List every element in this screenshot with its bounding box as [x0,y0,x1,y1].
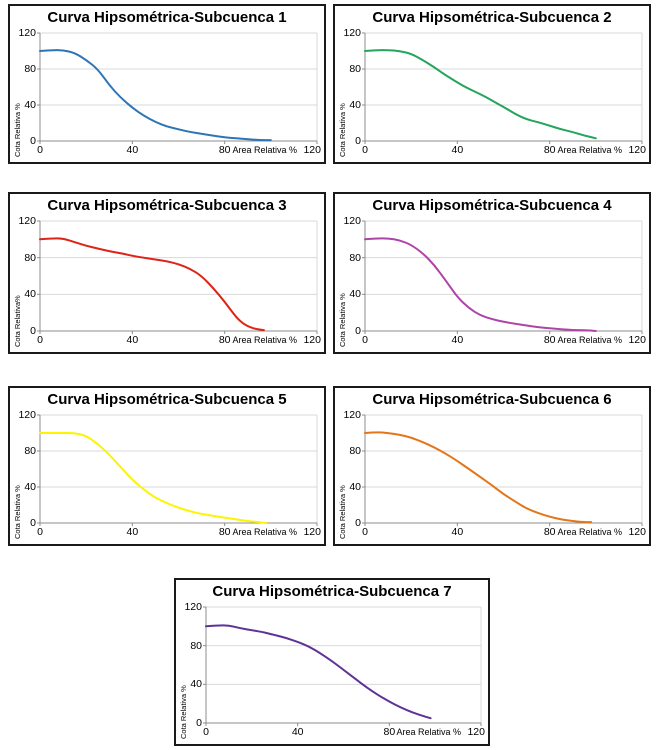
y-tick-label: 80 [190,639,202,652]
x-axis-title: Area Relativa % [232,335,297,345]
y-tick-label: 40 [349,98,361,111]
x-tick-label: 80 [218,144,231,156]
x-tick-label: 120 [628,144,646,156]
x-tick-label: 40 [126,334,139,346]
x-tick-label: 120 [303,334,321,346]
plot-area [362,32,643,144]
y-tick-label: 40 [24,288,36,301]
plot-area [37,220,318,334]
chart-subcuenca-2: Curva Hipsométrica-Subcuenca 2 Cota Rela… [333,4,651,164]
y-tick-label: 40 [24,98,36,111]
y-tick-label: 0 [196,716,202,729]
y-tick-label: 80 [24,62,36,75]
plot-area [203,606,482,726]
y-tick-label: 0 [355,134,361,147]
x-tick-label: 80 [543,144,556,156]
plot-area [37,32,318,144]
x-tick-label: 0 [362,526,368,538]
x-tick-label: 80 [218,334,231,346]
x-tick-label: 40 [451,334,464,346]
x-tick-label: 40 [126,526,139,538]
x-tick-label: 80 [383,726,396,738]
x-tick-label: 120 [303,144,321,156]
y-tick-label: 40 [24,480,36,493]
x-axis-title: Area Relativa % [557,527,622,537]
x-tick-label: 0 [362,334,368,346]
plot-area [362,220,643,334]
x-tick-label: 40 [126,144,139,156]
chart-subcuenca-7: Curva Hipsométrica-Subcuenca 7 Cota Rela… [174,578,490,746]
x-tick-label: 80 [218,526,231,538]
plot-area [37,414,318,526]
chart-title: Curva Hipsométrica-Subcuenca 3 [47,197,287,214]
hypsometric-curve [39,432,268,524]
y-tick-label: 120 [18,408,36,421]
y-tick-label: 40 [349,480,361,493]
y-tick-label: 0 [30,516,36,529]
y-tick-label: 80 [24,444,36,457]
chart-title: Curva Hipsométrica-Subcuenca 2 [372,9,612,26]
chart-title: Curva Hipsométrica-Subcuenca 7 [212,583,452,600]
chart-subcuenca-5: Curva Hipsométrica-Subcuenca 5 Cota Rela… [8,386,326,546]
x-tick-label: 0 [37,334,43,346]
hypsometric-curve [39,49,272,142]
x-tick-label: 40 [451,144,464,156]
y-tick-label: 0 [30,324,36,337]
chart-title: Curva Hipsométrica-Subcuenca 4 [372,197,612,214]
chart-title: Curva Hipsométrica-Subcuenca 1 [47,9,287,26]
x-tick-label: 120 [628,526,646,538]
hypsometric-curve [364,237,597,332]
y-tick-label: 80 [349,444,361,457]
chart-subcuenca-4: Curva Hipsométrica-Subcuenca 4 Cota Rela… [333,192,651,354]
chart-subcuenca-3: Curva Hipsométrica-Subcuenca 3 Cota Rela… [8,192,326,354]
y-tick-label: 40 [349,288,361,301]
x-tick-label: 0 [37,526,43,538]
x-tick-label: 120 [628,334,646,346]
x-tick-label: 40 [291,726,304,738]
y-tick-label: 0 [30,134,36,147]
x-tick-label: 0 [203,726,209,738]
x-axis-title: Area Relativa % [396,727,461,737]
x-axis-title: Area Relativa % [232,145,297,155]
y-tick-label: 120 [18,26,36,39]
y-tick-label: 120 [343,26,361,39]
y-tick-label: 80 [349,62,361,75]
x-tick-label: 80 [543,334,556,346]
x-axis-title: Area Relativa % [232,527,297,537]
x-tick-label: 40 [451,526,464,538]
x-tick-label: 80 [543,526,556,538]
y-tick-label: 0 [355,516,361,529]
hypsometric-curve [39,237,265,332]
x-tick-label: 0 [362,144,368,156]
chart-subcuenca-1: Curva Hipsométrica-Subcuenca 1 Cota Rela… [8,4,326,164]
chart-subcuenca-6: Curva Hipsométrica-Subcuenca 6 Cota Rela… [333,386,651,546]
x-axis-title: Area Relativa % [557,145,622,155]
hypsometric-curve [364,49,597,140]
y-tick-label: 0 [355,324,361,337]
plot-area [362,414,643,526]
chart-title: Curva Hipsométrica-Subcuenca 5 [47,391,287,408]
y-tick-label: 40 [190,678,202,691]
y-tick-label: 120 [343,214,361,227]
y-tick-label: 120 [184,600,202,613]
y-tick-label: 80 [24,251,36,264]
hypsometric-curve [205,624,432,720]
x-tick-label: 120 [303,526,321,538]
chart-title: Curva Hipsométrica-Subcuenca 6 [372,391,612,408]
x-axis-title: Area Relativa % [557,335,622,345]
hypsometric-curve [364,431,593,524]
x-tick-label: 120 [467,726,485,738]
y-tick-label: 120 [18,214,36,227]
y-tick-label: 80 [349,251,361,264]
x-tick-label: 0 [37,144,43,156]
y-tick-label: 120 [343,408,361,421]
